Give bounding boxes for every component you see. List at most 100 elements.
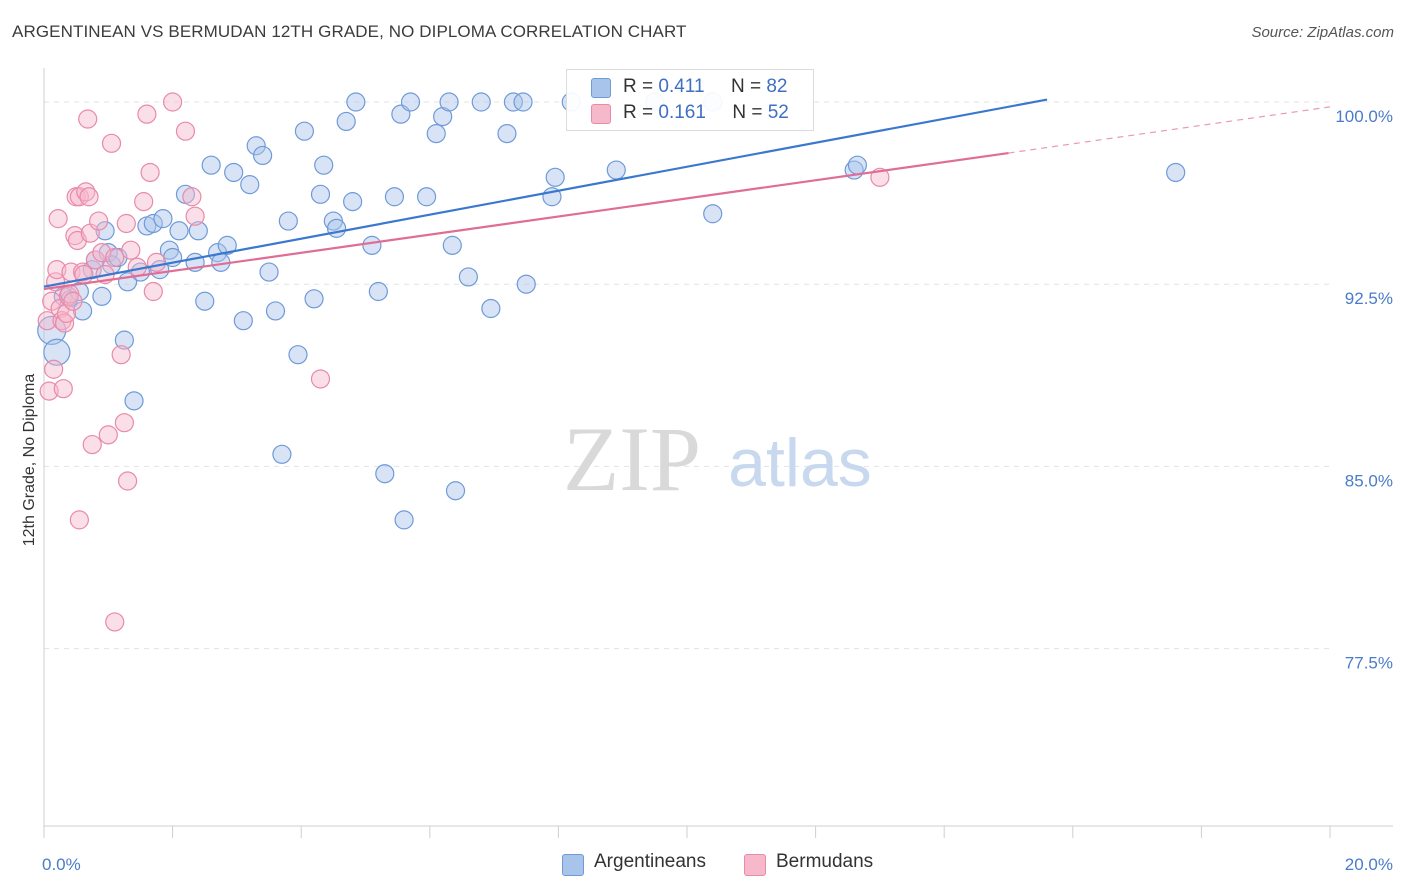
trend-line-bermudans <box>43 151 1009 291</box>
legend-swatch-pink <box>591 104 611 124</box>
point-argentinean <box>503 92 523 112</box>
point-bermudan <box>105 612 125 632</box>
point-argentinean <box>188 221 208 241</box>
point-bermudan <box>185 206 205 226</box>
point-argentinean <box>153 209 173 229</box>
point-argentinean <box>278 211 298 231</box>
point-bermudan <box>182 187 202 207</box>
point-argentinean <box>201 155 221 175</box>
point-bermudan <box>44 359 64 379</box>
point-argentinean <box>43 338 71 366</box>
point-argentinean <box>310 184 331 204</box>
point-argentinean <box>400 92 421 112</box>
legend-r-value: 0.161 <box>658 102 706 123</box>
point-argentinean <box>606 160 626 180</box>
point-argentinean <box>497 123 517 144</box>
point-argentinean <box>326 218 347 238</box>
point-bermudan <box>78 109 98 129</box>
point-argentinean <box>375 464 395 484</box>
point-bermudan <box>134 192 154 212</box>
point-argentinean <box>224 162 244 183</box>
y-tick-label: 77.5% <box>1345 654 1393 673</box>
point-bermudan <box>54 313 75 333</box>
legend-n-label: N = <box>732 102 763 123</box>
source-label: Source: ZipAtlas.com <box>1251 24 1394 41</box>
point-bermudan <box>146 252 167 272</box>
point-argentinean <box>288 345 308 365</box>
point-bermudan <box>92 243 112 263</box>
bottom-legend-swatch-blue <box>562 854 584 876</box>
point-argentinean <box>703 204 723 224</box>
point-argentinean <box>336 111 356 132</box>
point-argentinean <box>471 92 491 112</box>
series-bermudans <box>37 92 890 632</box>
point-bermudan <box>63 291 83 311</box>
point-argentinean <box>343 192 363 212</box>
point-argentinean <box>442 235 462 255</box>
point-argentinean <box>195 291 215 311</box>
chart-title: ARGENTINEAN VS BERMUDAN 12TH GRADE, NO D… <box>12 22 687 41</box>
point-argentinean <box>368 281 388 302</box>
watermark-zip: ZIP <box>563 408 701 510</box>
point-bermudan <box>98 425 118 445</box>
legend-swatch-blue <box>591 78 611 98</box>
point-argentinean <box>847 155 867 175</box>
point-argentinean <box>416 187 437 207</box>
point-bermudan <box>117 471 138 491</box>
point-argentinean <box>294 121 315 141</box>
point-argentinean <box>124 391 144 411</box>
legend-r-label: R = <box>623 102 654 123</box>
point-bermudan <box>111 345 131 365</box>
point-bermudan <box>69 510 89 530</box>
point-argentinean <box>92 286 112 306</box>
point-bermudan <box>39 381 59 401</box>
point-bermudan <box>137 104 157 124</box>
point-bermudan <box>82 434 102 455</box>
stats-legend: R = 0.411 N = 82 R = 0.161 N = 52 <box>566 69 814 131</box>
point-argentinean <box>253 145 273 166</box>
legend-n-value: 82 <box>766 76 788 97</box>
point-argentinean <box>272 444 292 464</box>
axes <box>43 68 1393 838</box>
trend-lines <box>43 98 1331 291</box>
legend-r-label: R = <box>623 76 654 97</box>
point-argentinean <box>346 92 366 112</box>
point-bermudan <box>140 162 160 183</box>
point-argentinean <box>384 187 405 207</box>
legend-n-value: 52 <box>767 102 789 123</box>
point-argentinean <box>37 315 67 345</box>
point-bermudan <box>101 133 122 153</box>
point-argentinean <box>259 262 279 282</box>
point-argentinean <box>240 175 260 195</box>
point-bermudan <box>121 240 141 260</box>
point-argentinean <box>362 235 382 255</box>
bottom-legend-swatch-pink <box>744 854 766 876</box>
legend-n-label: N = <box>730 76 762 97</box>
point-bermudan <box>79 187 99 207</box>
y-tick-label: 85.0% <box>1345 471 1393 490</box>
point-argentinean <box>233 311 253 331</box>
trend-line-argentineans <box>43 98 1048 288</box>
point-bermudan <box>85 250 106 270</box>
point-bermudan <box>163 92 183 112</box>
watermark: ZIP atlas <box>563 408 872 510</box>
point-bermudan <box>89 211 109 231</box>
point-bermudan <box>175 121 196 141</box>
point-argentinean <box>304 289 324 309</box>
tick-labels: 77.5% 85.0% 92.5% 100.0% 0.0% 20.0% <box>42 107 1393 874</box>
point-bermudan <box>48 209 68 229</box>
y-tick-label: 100.0% <box>1335 107 1393 126</box>
bottom-legend-label: Bermudans <box>776 851 874 872</box>
point-argentinean <box>394 510 414 530</box>
legend-r-value: 0.411 <box>658 76 705 97</box>
point-argentinean <box>169 221 189 241</box>
point-argentinean <box>265 301 286 321</box>
point-bermudan <box>114 413 134 433</box>
point-bermudan <box>105 247 125 268</box>
point-argentinean <box>513 92 533 112</box>
point-argentinean <box>72 301 93 321</box>
gridlines <box>44 101 1330 650</box>
point-argentinean <box>445 481 466 501</box>
point-argentinean <box>95 221 115 241</box>
